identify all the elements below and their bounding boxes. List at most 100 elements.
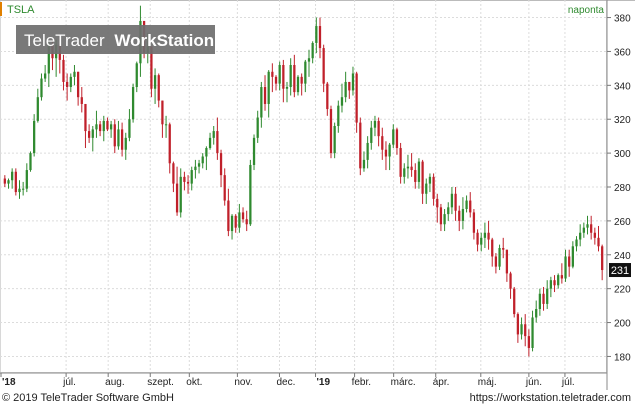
- candle-body: [480, 237, 483, 245]
- candle-body: [381, 136, 384, 150]
- candle-body: [230, 215, 234, 232]
- candle: [190, 166, 193, 191]
- candle-body: [315, 26, 318, 43]
- candle: [443, 209, 446, 232]
- candle-body: [304, 61, 307, 84]
- candle-body: [47, 44, 50, 74]
- candle: [366, 136, 369, 169]
- candle-body: [516, 314, 520, 335]
- candle: [106, 117, 109, 132]
- candle-body: [175, 183, 179, 213]
- candle: [117, 120, 120, 150]
- candle: [25, 163, 28, 193]
- candle-body: [392, 129, 395, 145]
- candle: [454, 187, 457, 221]
- candle-body: [98, 124, 102, 132]
- price-chart[interactable]: TSLA naponta TeleTrader WorkStation 180 2…: [0, 0, 635, 390]
- candle: [538, 288, 542, 316]
- candle-body: [542, 293, 545, 304]
- candle-body: [557, 275, 560, 286]
- candle-body: [25, 170, 28, 189]
- candle: [432, 173, 435, 206]
- candle-body: [586, 224, 589, 228]
- candle: [498, 244, 501, 271]
- candle-body: [432, 176, 435, 199]
- y-tick-label: 320: [614, 115, 631, 126]
- candle: [161, 100, 164, 138]
- candle-body: [33, 120, 36, 154]
- candle: [62, 54, 65, 91]
- candle: [384, 141, 388, 171]
- candle-body: [234, 215, 237, 228]
- candle: [3, 175, 6, 187]
- watermark-product: WorkStation: [114, 31, 214, 50]
- y-tick-label: 300: [614, 149, 631, 160]
- candle-body: [260, 87, 263, 118]
- candle: [150, 46, 153, 98]
- candle: [351, 66, 355, 96]
- x-tick-label: okt.: [186, 377, 202, 388]
- candle: [260, 81, 263, 128]
- candle-body: [564, 256, 567, 279]
- candle-body: [428, 176, 432, 184]
- candle-body: [190, 170, 193, 184]
- candle: [392, 124, 395, 149]
- candle-body: [579, 232, 582, 240]
- y-tick-label: 220: [614, 285, 631, 296]
- candle-body: [194, 166, 197, 171]
- candle: [417, 158, 421, 189]
- candle-body: [311, 42, 314, 59]
- candle-body: [216, 131, 219, 154]
- candle-body: [469, 200, 472, 213]
- candle-body: [538, 293, 542, 309]
- candle-body: [461, 209, 465, 221]
- candle: [40, 73, 43, 101]
- candle: [230, 214, 234, 240]
- candle-body: [282, 65, 285, 89]
- candle-body: [113, 124, 116, 147]
- candle: [197, 159, 201, 174]
- candle: [201, 153, 204, 169]
- candle-body: [201, 156, 204, 164]
- candle: [234, 214, 237, 233]
- candle: [304, 59, 307, 93]
- candle-body: [65, 81, 69, 88]
- candle: [267, 70, 270, 118]
- y-tick-label: 380: [614, 14, 631, 25]
- candle: [153, 68, 157, 104]
- candle-body: [296, 76, 300, 93]
- candle-body: [227, 200, 230, 232]
- footer: © 2019 TeleTrader Software GmbH https://…: [0, 390, 635, 408]
- candle-body: [289, 65, 292, 88]
- candle: [315, 17, 318, 54]
- candle-body: [18, 188, 21, 193]
- candle-body: [274, 76, 278, 84]
- candle-body: [29, 153, 32, 171]
- footer-url[interactable]: https://workstation.teletrader.com: [469, 392, 631, 404]
- candle: [175, 166, 179, 216]
- candle-body: [476, 232, 479, 245]
- candle-body: [40, 78, 43, 98]
- candle: [14, 168, 17, 196]
- candle: [480, 232, 483, 252]
- candle-body: [472, 212, 476, 233]
- x-axis: '18 júl. aug. szept. okt. nov. dec. '19 febr. már…: [0, 373, 575, 388]
- candle: [216, 117, 219, 160]
- candle: [29, 151, 32, 172]
- candle-body: [531, 317, 534, 348]
- candle: [450, 187, 454, 215]
- candle: [483, 222, 487, 248]
- candle-body: [80, 97, 83, 104]
- candle: [245, 210, 248, 232]
- candle: [575, 236, 578, 252]
- x-tick-label: ápr.: [433, 377, 450, 388]
- candle-body: [329, 109, 333, 154]
- x-tick-label: nov.: [234, 377, 252, 388]
- x-tick-label: aug.: [105, 377, 124, 388]
- candle: [252, 134, 256, 171]
- candle: [524, 314, 527, 347]
- x-tick-label: júl.: [561, 377, 575, 388]
- y-tick-label: 280: [614, 183, 631, 194]
- candle: [472, 209, 476, 240]
- candle: [326, 81, 329, 116]
